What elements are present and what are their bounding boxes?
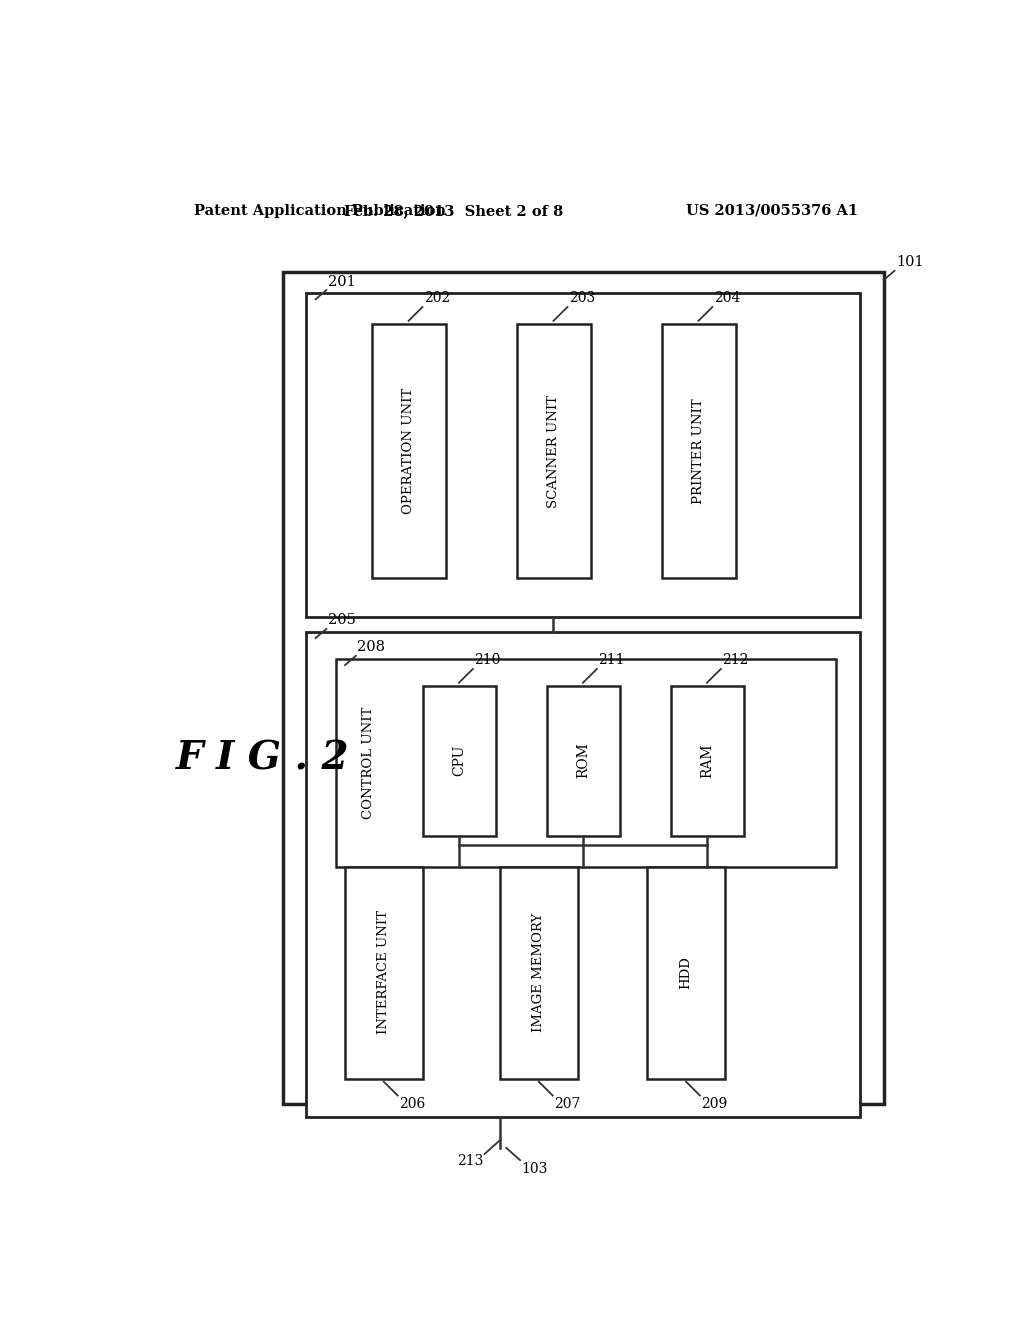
Text: 212: 212	[722, 653, 749, 668]
Text: IMAGE MEMORY: IMAGE MEMORY	[532, 912, 545, 1032]
Text: Feb. 28, 2013  Sheet 2 of 8: Feb. 28, 2013 Sheet 2 of 8	[344, 203, 563, 218]
Text: Patent Application Publication: Patent Application Publication	[194, 203, 445, 218]
Bar	[517, 323, 591, 578]
Text: RAM: RAM	[700, 743, 714, 777]
Bar	[345, 867, 423, 1078]
Bar	[372, 323, 445, 578]
Bar	[283, 272, 884, 1104]
Bar	[500, 867, 578, 1078]
Text: 213: 213	[457, 1154, 483, 1168]
Text: 206: 206	[399, 1097, 426, 1111]
Text: 103: 103	[521, 1162, 548, 1176]
Text: 205: 205	[328, 614, 355, 627]
Bar	[662, 323, 735, 578]
Bar	[336, 659, 836, 867]
Bar	[306, 293, 860, 616]
Text: HDD: HDD	[680, 956, 692, 989]
Text: SCANNER UNIT: SCANNER UNIT	[547, 395, 560, 507]
Text: 211: 211	[598, 653, 625, 668]
Text: PRINTER UNIT: PRINTER UNIT	[692, 399, 705, 504]
Text: CONTROL UNIT: CONTROL UNIT	[361, 706, 375, 818]
Text: 210: 210	[474, 653, 501, 668]
Text: 202: 202	[424, 292, 451, 305]
Text: 207: 207	[554, 1097, 581, 1111]
Bar	[306, 632, 860, 1117]
Bar	[671, 686, 744, 836]
Text: INTERFACE UNIT: INTERFACE UNIT	[377, 911, 390, 1035]
Text: US 2013/0055376 A1: US 2013/0055376 A1	[686, 203, 858, 218]
Text: 101: 101	[896, 255, 924, 269]
Text: 208: 208	[357, 640, 385, 655]
Text: 204: 204	[714, 292, 740, 305]
Bar	[647, 867, 725, 1078]
Text: F I G . 2: F I G . 2	[176, 741, 349, 777]
Text: 209: 209	[701, 1097, 728, 1111]
Text: ROM: ROM	[575, 743, 590, 779]
Text: CPU: CPU	[452, 744, 466, 776]
Text: OPERATION UNIT: OPERATION UNIT	[402, 388, 415, 513]
Bar	[423, 686, 496, 836]
Bar	[547, 686, 621, 836]
Text: 203: 203	[569, 292, 595, 305]
Text: 201: 201	[328, 275, 355, 289]
